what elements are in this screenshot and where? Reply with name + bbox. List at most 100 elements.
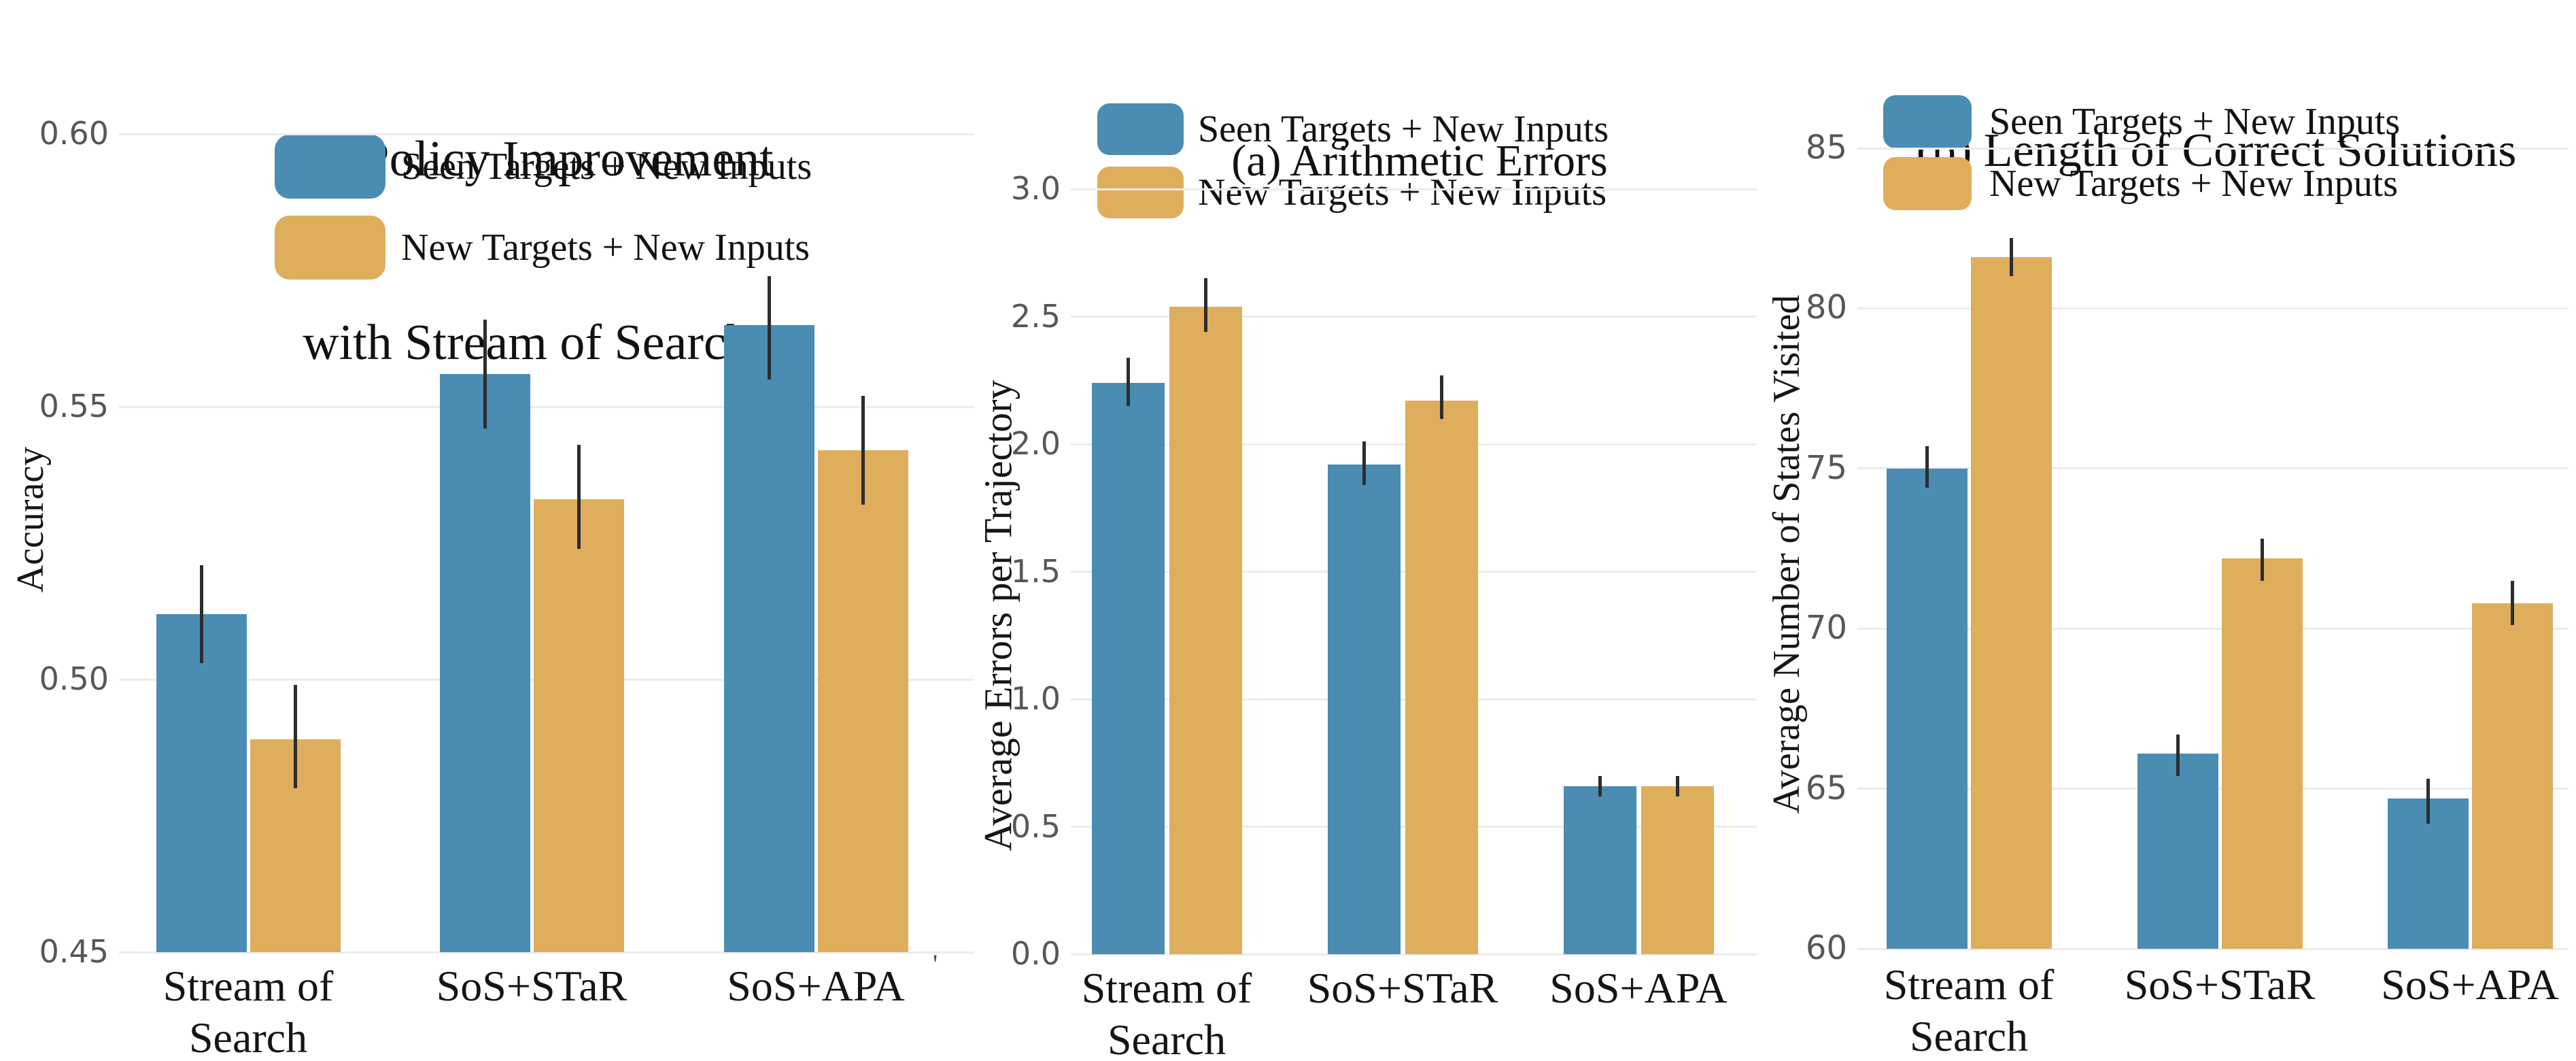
y-tick-label: 70 xyxy=(1805,609,1847,647)
y-tick-label: 0.60 xyxy=(39,114,109,152)
gridline xyxy=(119,405,974,408)
legend-swatch-seen xyxy=(1097,103,1184,155)
bar-seen-targets xyxy=(2137,753,2218,949)
x-tick-label: SoS+STaR xyxy=(2125,959,2316,1011)
y-tick-label: 0.0 xyxy=(1010,934,1061,972)
x-tick-label: SoS+APA xyxy=(727,960,904,1012)
x-tick-label-line: Search xyxy=(188,1013,308,1061)
bar-seen-targets xyxy=(156,613,247,952)
legend-swatch-seen xyxy=(1883,95,1972,148)
legend-label-new: New Targets + New Inputs xyxy=(1198,171,1607,214)
gridline xyxy=(119,951,974,954)
legend-swatch-new xyxy=(275,216,385,280)
gridline xyxy=(1857,947,2569,950)
bar-seen-targets xyxy=(1563,786,1636,954)
bar-new-targets xyxy=(1970,257,2052,949)
chart-title: (a) Policy Improvement with Stream of Se… xyxy=(280,5,773,496)
x-tick-label-line: SoS+STaR xyxy=(2124,960,2316,1009)
gridline xyxy=(1857,467,2569,470)
y-tick-label: 75 xyxy=(1805,448,1847,487)
error-bar xyxy=(2260,539,2264,581)
y-tick-label: 0.55 xyxy=(39,387,109,424)
bar-new-targets xyxy=(1641,786,1714,954)
error-bar xyxy=(2176,734,2180,776)
legend-label-seen: Seen Targets + New Inputs xyxy=(1198,108,1609,150)
chart-title-line1: (a) Arithmetic Errors xyxy=(1231,136,1608,186)
x-tick-label: SoS+STaR xyxy=(436,960,628,1012)
legend-label-seen: Seen Targets + New Inputs xyxy=(1989,101,2401,143)
legend-label-new: New Targets + New Inputs xyxy=(401,226,810,269)
gridline xyxy=(1071,316,1757,318)
error-bar xyxy=(2426,779,2430,824)
bar-new-targets xyxy=(817,450,908,952)
error-bar xyxy=(861,395,865,505)
x-tick-label-line: Stream of xyxy=(1883,960,2055,1009)
error-bar xyxy=(1925,445,1929,488)
bar-new-targets xyxy=(533,499,624,952)
gridline xyxy=(1071,953,1757,956)
legend-swatch-seen xyxy=(275,135,385,199)
error-bar xyxy=(2009,237,2013,277)
bar-seen-targets xyxy=(1327,465,1401,954)
x-tick-label-line: SoS+APA xyxy=(2381,960,2559,1009)
stray-mark: ' xyxy=(933,949,938,979)
chart-title-line2: with Stream of Search xyxy=(303,315,751,371)
legend-swatch-new xyxy=(1097,167,1184,218)
error-bar xyxy=(767,275,771,380)
error-bar xyxy=(2510,580,2514,626)
y-tick-label: 0.5 xyxy=(1010,807,1061,845)
x-tick-label-line: SoS+STaR xyxy=(436,962,628,1010)
y-tick-label: 2.5 xyxy=(1010,297,1061,335)
x-tick-label: Stream of Search xyxy=(1884,959,2055,1061)
x-tick-label: Stream of Search xyxy=(163,960,334,1061)
x-tick-label: SoS+APA xyxy=(1549,962,1727,1014)
bar-new-targets xyxy=(1169,306,1242,954)
y-tick-label: 0.50 xyxy=(39,660,109,697)
legend-swatch-new xyxy=(1883,157,1972,210)
x-tick-label-line: Search xyxy=(1107,1015,1226,1061)
bar-new-targets xyxy=(1405,401,1478,954)
x-tick-label-line: Stream of xyxy=(1081,964,1252,1012)
y-axis-label: Average Number of States Visited xyxy=(1766,294,1808,814)
chart-title: (b) Length of Correct Solutions xyxy=(1917,5,2517,412)
bar-seen-targets xyxy=(723,324,814,952)
y-tick-label: 2.0 xyxy=(1010,424,1061,462)
chart-title-line1: (a) Policy Improvement xyxy=(280,131,774,187)
x-tick-label-line: SoS+APA xyxy=(727,962,905,1010)
x-tick-label-line: Stream of xyxy=(162,962,334,1010)
gridline xyxy=(1857,147,2569,150)
y-tick-label: 3.0 xyxy=(1010,169,1061,207)
bar-new-targets xyxy=(2221,558,2303,949)
x-tick-label: Stream of Search xyxy=(1082,962,1252,1061)
error-bar xyxy=(1362,441,1366,485)
x-tick-label-line: SoS+STaR xyxy=(1307,964,1498,1012)
x-tick-label: SoS+STaR xyxy=(1307,962,1498,1014)
error-bar xyxy=(1598,775,1602,796)
bar-seen-targets xyxy=(1886,468,1968,949)
x-tick-label-line: SoS+APA xyxy=(1549,964,1728,1012)
y-tick-label: 60 xyxy=(1805,928,1847,967)
y-axis-label: Accuracy xyxy=(10,446,52,593)
x-tick-label: SoS+APA xyxy=(2381,959,2558,1011)
error-bar xyxy=(199,565,203,663)
gridline xyxy=(119,133,974,135)
bar-seen-targets xyxy=(1091,383,1165,954)
legend-label-seen: Seen Targets + New Inputs xyxy=(401,146,812,188)
error-bar xyxy=(1126,357,1130,406)
error-bar xyxy=(1675,775,1679,796)
error-bar xyxy=(577,445,581,549)
y-tick-label: 1.0 xyxy=(1010,679,1061,717)
error-bar xyxy=(293,685,297,789)
error-bar xyxy=(1439,375,1443,419)
chart-title-line1: (b) Length of Correct Solutions xyxy=(1916,124,2517,177)
gridline xyxy=(1857,627,2569,630)
y-tick-label: 1.5 xyxy=(1010,552,1061,590)
y-tick-label: 80 xyxy=(1805,288,1847,327)
bar-seen-targets xyxy=(439,373,530,952)
y-tick-label: 85 xyxy=(1805,128,1847,167)
x-tick-label-line: Search xyxy=(1909,1012,2029,1060)
gridline xyxy=(1071,188,1757,190)
y-tick-label: 0.45 xyxy=(39,932,109,970)
gridline xyxy=(1857,307,2569,309)
